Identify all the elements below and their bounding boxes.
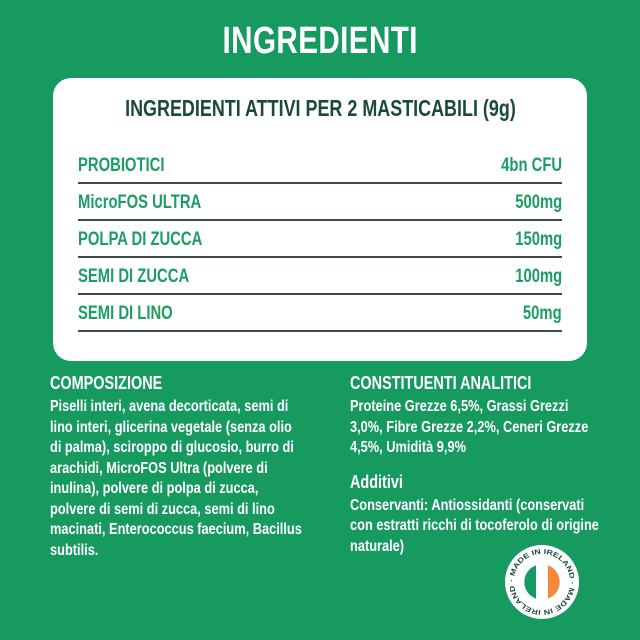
composition-heading-text: COMPOSIZIONE xyxy=(50,372,163,393)
additives-heading: Additivi xyxy=(350,471,618,493)
analytical-heading-text: CONSTITUENTI ANALITICI xyxy=(350,372,532,393)
ingredient-name: POLPA DI ZUCCA xyxy=(78,229,203,250)
table-row: MicroFOS ULTRA 500mg xyxy=(78,184,562,221)
composition-heading: COMPOSIZIONE xyxy=(50,372,312,394)
analytical-body: Proteine Grezze 6,5%, Grassi Grezzi 3,0%… xyxy=(350,398,589,456)
page-title: INGREDIENTI xyxy=(0,20,640,63)
analytical-heading: CONSTITUENTI ANALITICI xyxy=(350,372,618,394)
table-row: SEMI DI ZUCCA 100mg xyxy=(78,258,562,295)
ingredient-name: SEMI DI ZUCCA xyxy=(78,266,190,287)
table-row: SEMI DI LINO 50mg xyxy=(78,295,562,332)
ingredient-amount: 4bn CFU xyxy=(501,155,562,176)
active-ingredients-heading: INGREDIENTI ATTIVI PER 2 MASTICABILI (9g… xyxy=(53,95,587,122)
composition-body: Piselli interi, avena decorticata, semi … xyxy=(50,398,302,559)
ingredient-amount: 500mg xyxy=(515,192,562,213)
page-title-text: INGREDIENTI xyxy=(222,20,418,62)
made-in-ireland-badge: · MADE IN IRELAND · MADE IN IRELAND xyxy=(505,545,579,619)
ingredient-name: SEMI DI LINO xyxy=(78,303,173,324)
ingredient-name: PROBIOTICI xyxy=(78,155,165,176)
table-row: POLPA DI ZUCCA 150mg xyxy=(78,221,562,258)
additives-body: Conservanti: Antiossidanti (conserva­ti … xyxy=(350,496,599,555)
ingredients-table: PROBIOTICI 4bn CFU MicroFOS ULTRA 500mg … xyxy=(78,147,562,332)
additives-heading-text: Additivi xyxy=(350,470,403,492)
active-ingredients-card: INGREDIENTI ATTIVI PER 2 MASTICABILI (9g… xyxy=(53,78,587,361)
ingredient-name: MicroFOS ULTRA xyxy=(78,192,202,213)
ingredient-amount: 150mg xyxy=(515,229,562,250)
composition-section: COMPOSIZIONE Piselli interi, avena decor… xyxy=(50,372,312,561)
table-row: PROBIOTICI 4bn CFU xyxy=(78,147,562,184)
active-ingredients-heading-text: INGREDIENTI ATTIVI PER 2 MASTICABILI (9g… xyxy=(124,95,516,121)
irish-flag-icon xyxy=(524,564,560,600)
ingredient-amount: 100mg xyxy=(515,266,562,287)
analytical-section: CONSTITUENTI ANALITICI Proteine Grezze 6… xyxy=(350,372,618,557)
ingredient-amount: 50mg xyxy=(523,303,562,324)
